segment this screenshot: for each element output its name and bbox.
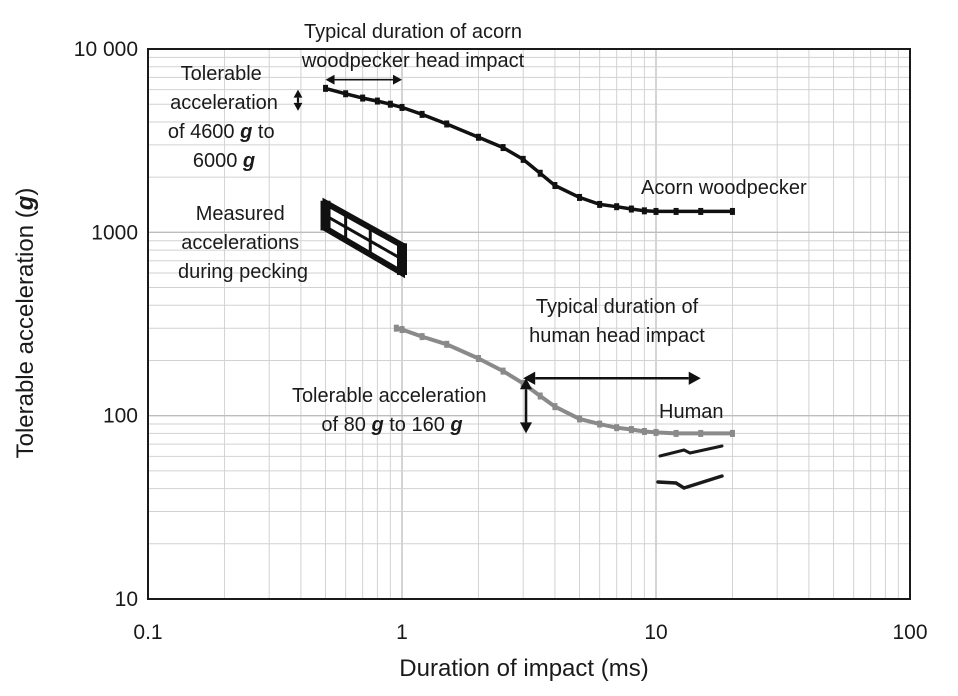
- data-point: [393, 324, 399, 332]
- annotation-arrows: [293, 74, 701, 434]
- data-point: [343, 90, 349, 98]
- y-tick-label: 10: [115, 588, 138, 611]
- x-tick-label: 0.1: [133, 621, 162, 644]
- arrow-head: [519, 378, 533, 390]
- measured-band-cap: [397, 243, 407, 276]
- data-point: [399, 326, 405, 334]
- data-point: [500, 367, 506, 375]
- data-point: [444, 340, 450, 348]
- arrow-head: [293, 89, 303, 98]
- woodpecker-duration-label-line1: Typical duration of acorn: [304, 21, 522, 43]
- data-point: [323, 84, 329, 92]
- series-line: [325, 86, 733, 214]
- data-point: [597, 200, 603, 208]
- y-tick-label: 1000: [91, 221, 138, 244]
- data-point: [444, 120, 450, 128]
- y-axis-title: Tolerable acceleration (g): [12, 188, 39, 459]
- data-point: [537, 169, 543, 177]
- human-duration-label-line2: human head impact: [529, 325, 705, 347]
- series-line: [395, 326, 733, 436]
- data-point: [641, 427, 647, 435]
- measured-accelerations-label: Measured accelerations during pecking: [178, 203, 308, 283]
- series-acorn-woodpecker: [323, 84, 735, 215]
- human-duration-label-line1: Typical duration of: [536, 296, 699, 318]
- x-axis-title: Duration of impact (ms): [399, 655, 648, 682]
- data-point: [653, 207, 659, 215]
- break-mark-lower: [656, 474, 724, 490]
- y-tick-label: 10 000: [74, 38, 138, 61]
- arrow-head: [293, 102, 303, 111]
- data-point: [374, 97, 380, 105]
- series-label-human: Human: [659, 401, 723, 423]
- series-label-acorn-woodpecker: Acorn woodpecker: [641, 177, 807, 199]
- data-point: [475, 133, 481, 141]
- y-tick-label: 100: [103, 405, 138, 428]
- break-mark-upper: [658, 444, 724, 458]
- data-point: [641, 207, 647, 215]
- data-point: [399, 103, 405, 111]
- woodpecker-duration-label-line2: woodpecker head impact: [301, 50, 525, 72]
- x-tick-label: 1: [396, 621, 408, 644]
- data-point: [628, 205, 634, 213]
- data-point: [698, 207, 704, 215]
- data-point: [597, 420, 603, 428]
- data-point: [729, 207, 735, 215]
- data-point: [577, 415, 583, 423]
- data-point: [520, 155, 526, 163]
- data-point: [577, 193, 583, 201]
- woodpecker-tolerable-label-range: of 4600 g to 6000 g: [168, 121, 280, 172]
- data-point: [673, 429, 679, 437]
- x-tick-label: 10: [644, 621, 667, 644]
- data-point: [614, 424, 620, 432]
- data-point: [475, 355, 481, 363]
- data-point: [500, 144, 506, 152]
- data-point: [729, 429, 735, 437]
- data-point: [614, 203, 620, 211]
- plot-frame: [147, 48, 911, 600]
- measured-band-cap: [320, 200, 331, 231]
- arrow-head: [519, 422, 533, 434]
- measured-band-spine: [324, 214, 403, 261]
- arrow-head: [393, 74, 402, 85]
- x-tick-label: 100: [892, 621, 927, 644]
- data-point: [628, 426, 634, 434]
- break-marks: [656, 444, 724, 490]
- human-tolerable-label: Tolerable acceleration of 80 g to 160 g: [292, 385, 492, 436]
- arrow-head: [523, 371, 536, 385]
- woodpecker-tolerable-label: Tolerable acceleration: [170, 63, 278, 114]
- data-point: [673, 207, 679, 215]
- data-point: [552, 182, 558, 190]
- data-point: [537, 392, 543, 400]
- data-point: [419, 110, 425, 118]
- grid: [148, 49, 910, 599]
- data-point: [698, 429, 704, 437]
- arrow-head: [325, 74, 335, 85]
- data-point: [653, 428, 659, 436]
- arrow-head: [688, 371, 701, 385]
- data-point: [387, 100, 393, 108]
- data-point: [552, 403, 558, 411]
- data-point: [360, 94, 366, 102]
- tick-labels: 0.1 1 10 100 10 100 1000 10 000: [74, 38, 928, 644]
- measured-pecking-box: [320, 197, 407, 279]
- data-point: [419, 333, 425, 341]
